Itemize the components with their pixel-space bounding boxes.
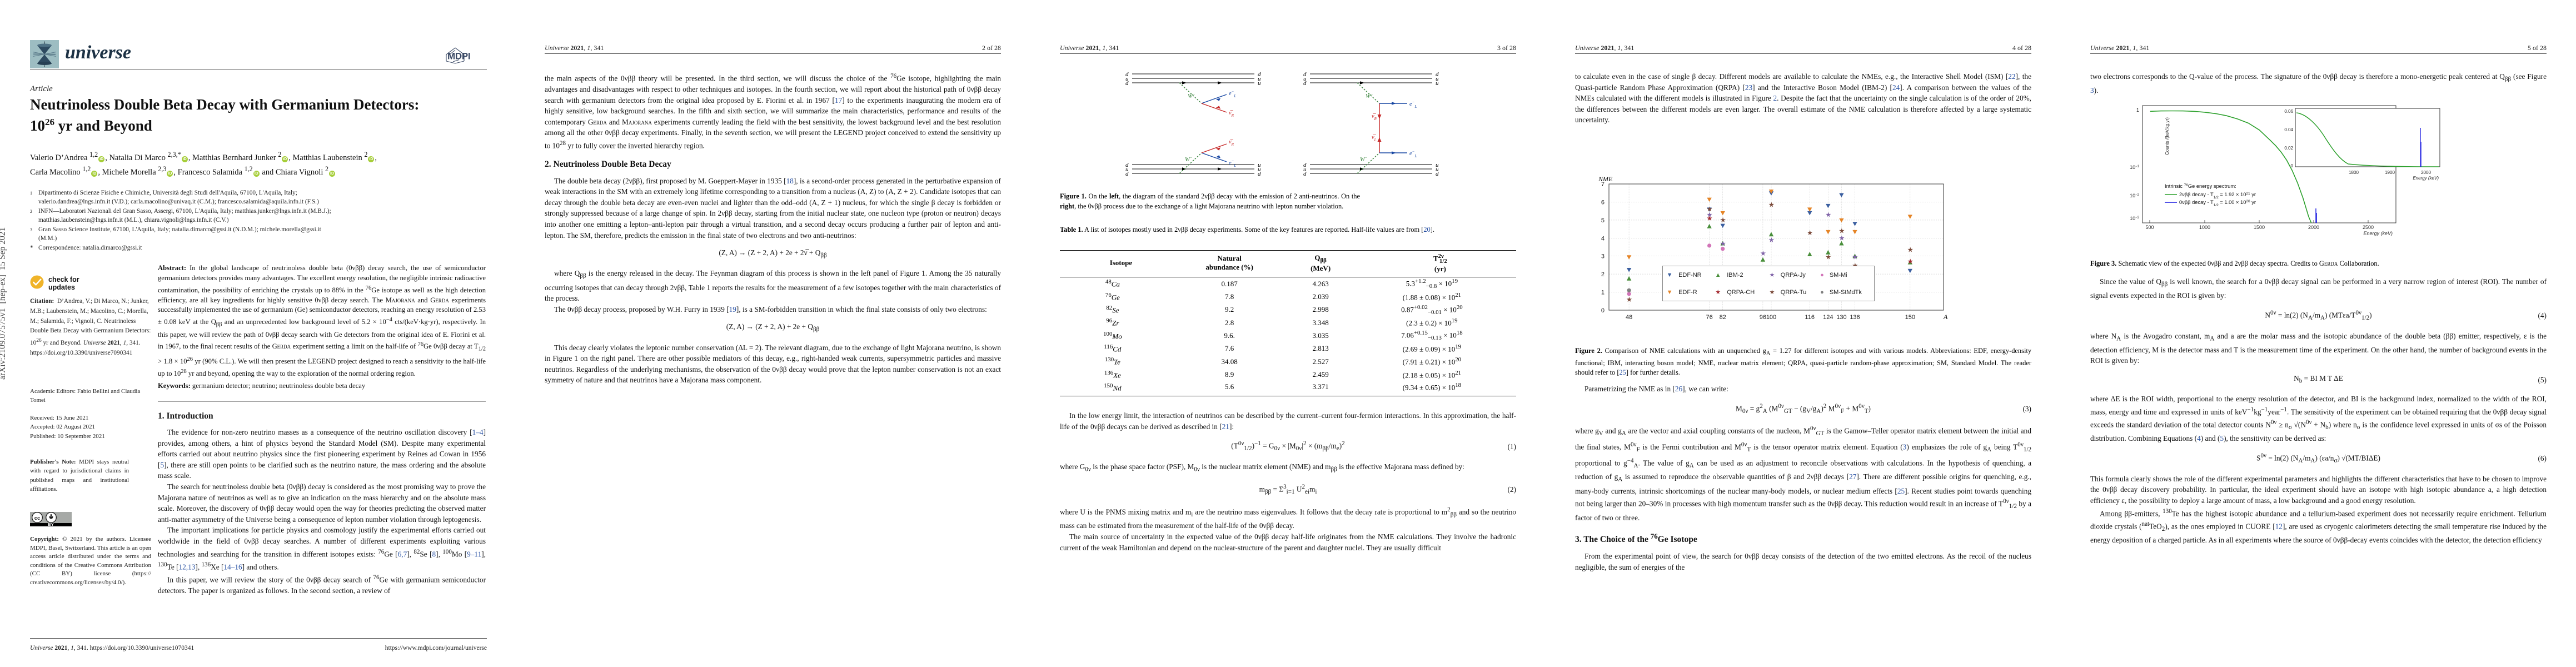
svg-text:ν̅R: ν̅R [1229,110,1234,118]
svg-text:10−3: 10−3 [2130,216,2140,221]
svg-text:7: 7 [1601,181,1605,188]
svg-text:★: ★ [1825,253,1831,261]
svg-text:W−: W− [1360,156,1368,163]
svg-text:★: ★ [1768,236,1775,244]
svg-text:d: d [1303,171,1307,177]
svg-text:1: 1 [2136,107,2139,113]
svg-text:48: 48 [1626,314,1632,321]
svg-text:e−L: e−L [1409,100,1417,109]
svg-text:ν̅L: ν̅L [1372,135,1377,142]
svg-text:cc: cc [34,515,41,521]
svg-text:2νββ decay - T1/2 = 1.92 × 102: 2νββ decay - T1/2 = 1.92 × 1021 yr [2179,192,2256,200]
svg-text:96: 96 [1760,314,1766,321]
svg-text:1000: 1000 [2199,225,2210,230]
svg-text:130: 130 [1836,314,1846,321]
svg-text:0: 0 [2291,163,2294,168]
svg-text:★: ★ [1720,240,1726,247]
svg-text:4: 4 [1601,235,1605,242]
svg-text:136: 136 [1850,314,1860,321]
svg-text:d: d [1258,171,1261,177]
svg-text:2: 2 [1601,271,1605,278]
svg-text:Energy (keV): Energy (keV) [2363,231,2393,236]
svg-text:★: ★ [1852,253,1858,261]
svg-text:★: ★ [1760,250,1766,257]
svg-text:W−: W− [1366,92,1373,99]
svg-text:0.02: 0.02 [2284,146,2293,151]
svg-text:124: 124 [1823,314,1833,321]
svg-text:u: u [1258,80,1261,87]
svg-text:★: ★ [1720,216,1726,224]
svg-text:6: 6 [1601,199,1605,206]
svg-text:76: 76 [1706,314,1712,321]
svg-text:2000: 2000 [2308,225,2319,230]
svg-text:BY: BY [48,522,53,526]
svg-text:2000: 2000 [2421,170,2431,175]
svg-text:★: ★ [1907,246,1914,254]
svg-text:1900: 1900 [2385,170,2395,175]
svg-text:ν̅R: ν̅R [1372,113,1377,121]
svg-text:1800: 1800 [2349,170,2359,175]
svg-text:e−L: e−L [1409,150,1417,158]
svg-text:Energy (keV): Energy (keV) [2413,176,2439,181]
svg-text:★: ★ [1825,211,1831,218]
svg-text:u: u [1436,80,1439,87]
svg-text:★: ★ [1706,206,1712,213]
svg-text:Intrinsic 76Ge energy spectrum: Intrinsic 76Ge energy spectrum: [2165,183,2236,190]
svg-text:Counts /(keV.kg.yr): Counts /(keV.kg.yr) [2165,117,2170,155]
svg-text:150: 150 [1905,314,1915,321]
svg-text:82: 82 [1720,314,1726,321]
svg-text:e−L: e−L [1229,89,1236,98]
svg-text:★: ★ [1626,296,1632,303]
svg-text:★: ★ [1807,229,1813,237]
svg-text:0.06: 0.06 [2284,109,2293,114]
svg-text:10−2: 10−2 [2130,193,2140,198]
svg-text:d: d [1125,171,1129,177]
svg-text:ν̅R: ν̅R [1229,139,1234,147]
svg-text:116: 116 [1805,314,1815,321]
svg-text:0: 0 [1601,307,1605,314]
svg-text:W−: W− [1185,156,1193,163]
svg-text:★: ★ [1907,258,1914,266]
svg-text:3: 3 [1601,253,1605,260]
svg-text:W−: W− [1188,92,1195,99]
svg-text:2500: 2500 [2363,225,2374,230]
svg-text:d: d [1125,80,1129,87]
svg-text:MDPI: MDPI [447,51,470,62]
svg-text:100: 100 [1766,314,1776,321]
svg-text:d: d [1436,171,1439,177]
svg-text:★: ★ [1768,201,1775,209]
svg-text:★: ★ [1838,235,1845,242]
svg-text:0.04: 0.04 [2284,127,2293,132]
svg-text:1500: 1500 [2254,225,2265,230]
svg-text:500: 500 [2145,225,2154,230]
svg-text:d: d [1303,80,1307,87]
svg-text:10−1: 10−1 [2130,165,2140,170]
svg-text:5: 5 [1601,217,1605,224]
svg-text:e−L: e−L [1229,159,1236,168]
svg-text:★: ★ [1838,227,1845,235]
svg-text:0νββ decay - T1/2 = 1.00 × 102: 0νββ decay - T1/2 = 1.00 × 1026 yr [2179,200,2256,207]
svg-text:1: 1 [1601,290,1605,296]
